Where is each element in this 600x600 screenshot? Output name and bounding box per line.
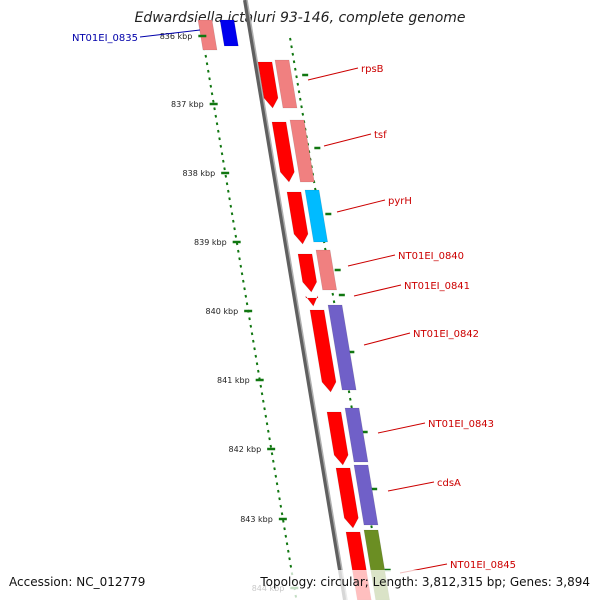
topology-text: Topology: circular; Length: 3,812,315 bp…	[259, 575, 590, 589]
gene-block-top-blue	[219, 19, 239, 47]
gene-block-rpsb-cds	[257, 61, 279, 109]
gene-label-leader	[377, 422, 426, 434]
gene-block-top-pink	[197, 19, 218, 51]
gene-label: NT01EI_0843	[428, 419, 494, 430]
scale-label: 837 kbp	[171, 100, 204, 109]
gene-label: rpsB	[361, 64, 384, 75]
gene-block-cdsa-cds	[335, 467, 359, 529]
gene-label-leader	[307, 67, 359, 81]
scale-label: 836 kbp	[160, 32, 193, 41]
gene-block-tsf-gene	[289, 119, 315, 183]
gene-block-rpsb-gene	[274, 59, 298, 109]
gene-block-0842-cds	[309, 309, 337, 393]
gene-label: NT01EI_0842	[413, 329, 479, 340]
gene-block-0840-cds	[297, 253, 317, 293]
scale-label: 838 kbp	[183, 169, 216, 178]
gene-label-leader	[323, 133, 372, 147]
genome-backbone	[243, 0, 348, 600]
scale-label: 839 kbp	[194, 238, 227, 247]
gene-block-0841-cds	[305, 294, 319, 307]
gene-label: cdsA	[437, 478, 461, 489]
gene-features	[197, 19, 390, 600]
gene-label-leader	[347, 254, 396, 267]
accession-text: Accession: NC_012779	[9, 575, 145, 589]
gene-block-pyrh-cds	[286, 191, 309, 245]
gene-block-0842-gene	[327, 304, 357, 391]
gene-block-0843-cds	[326, 411, 349, 466]
scale-labels: 836 kbp 837 kbp 838 kbp 839 kbp 840 kbp 841 k…	[160, 32, 299, 593]
gene-block-cdsa-gene	[353, 464, 379, 526]
scale-label: 842 kbp	[229, 445, 262, 454]
gene-block-pyrh-gene	[304, 189, 329, 243]
gene-label-leader	[363, 332, 411, 346]
gene-label: NT01EI_0841	[404, 281, 470, 292]
gene-labels: NT01EI_0835 rpsB tsf pyrH NT01EI_0840 NT01EI_…	[72, 29, 516, 574]
gene-label-leader	[336, 199, 386, 213]
gene-label: NT01EI_0835	[72, 33, 138, 44]
gene-label: pyrH	[388, 196, 412, 207]
gene-label-leader	[387, 481, 435, 492]
gene-label-leader	[353, 284, 402, 297]
gene-label: NT01EI_0845	[450, 560, 516, 571]
footer-backdrop	[0, 570, 600, 600]
scale-label: 841 kbp	[217, 376, 250, 385]
scale-label: 843 kbp	[240, 515, 273, 524]
gene-label: NT01EI_0840	[398, 251, 464, 262]
scale-label: 840 kbp	[206, 307, 239, 316]
gene-label-leader	[139, 29, 201, 38]
map-title: Edwardsiella ictaluri 93-146, complete g…	[134, 10, 465, 26]
gene-block-0843-gene	[344, 407, 369, 463]
gene-block-0840-gene	[315, 249, 338, 291]
gene-label: tsf	[374, 130, 387, 141]
gene-block-tsf-cds	[271, 121, 295, 183]
